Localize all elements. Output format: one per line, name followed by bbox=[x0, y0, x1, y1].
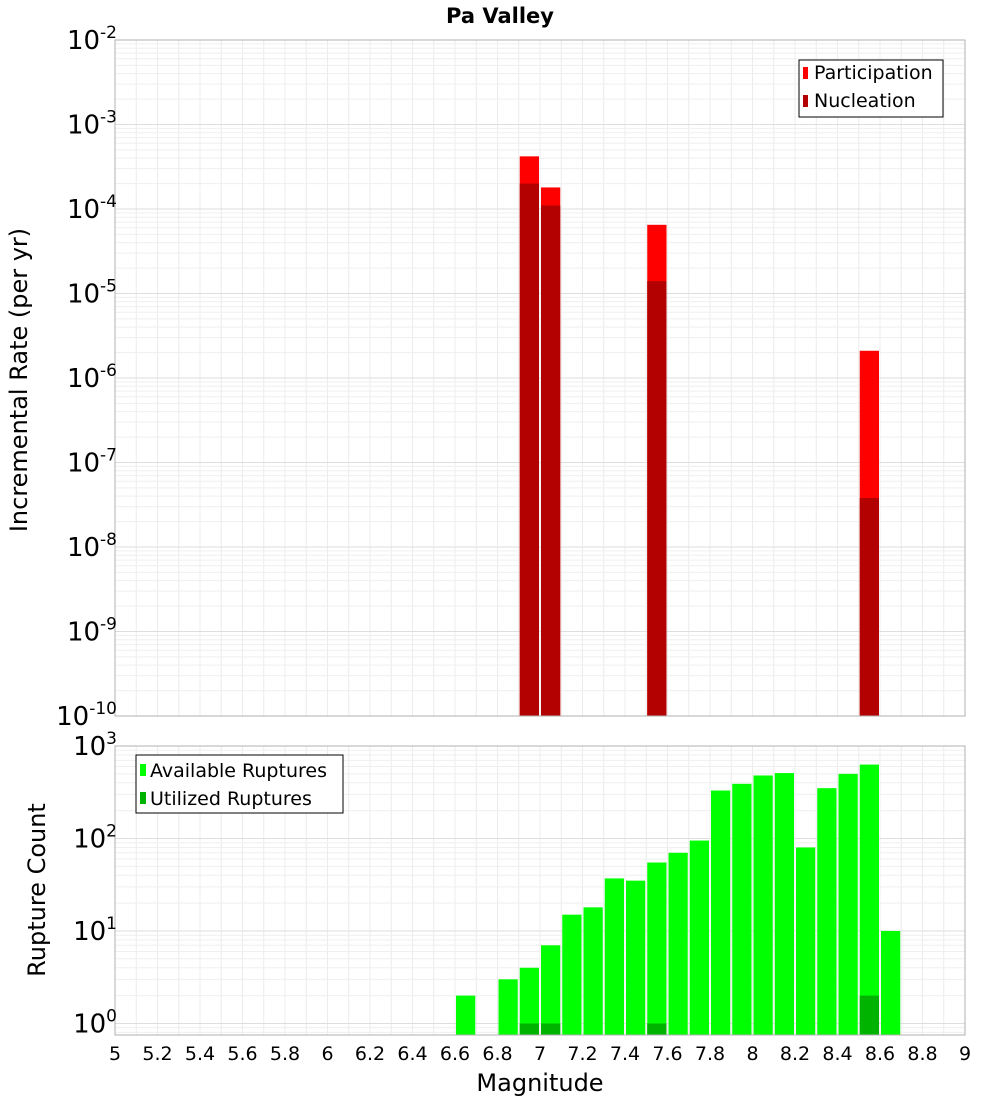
available-ruptures-bar bbox=[604, 878, 624, 1035]
nucleation-bar bbox=[541, 205, 561, 716]
available-ruptures-bar bbox=[881, 930, 901, 1035]
utilized-ruptures-bar bbox=[519, 1023, 539, 1035]
bottom-plot-border bbox=[114, 745, 966, 1036]
available-ruptures-bar bbox=[562, 914, 582, 1035]
x-tick-label: 8 bbox=[746, 1043, 758, 1065]
top-legend-box bbox=[798, 59, 944, 118]
bottom-y-tick-labels: 100 101 102 103 bbox=[73, 729, 117, 1039]
y-tick-label: 10-2 bbox=[67, 23, 117, 56]
legend-swatch-nucleation bbox=[803, 95, 808, 107]
x-tick-label: 6 bbox=[321, 1043, 333, 1065]
x-tick-label: 7 bbox=[534, 1043, 546, 1065]
top-panel: 10-10 10-9 10-8 10-7 10-6 10-5 10-4 10-3 10-2 In… bbox=[5, 23, 966, 732]
legend-label-nucleation: Nucleation bbox=[814, 90, 916, 112]
bottom-panel: 100 101 102 103 5 5.2 5.4 5.6 5.8 6 6.2 6.4 6.6 6.8 7… bbox=[23, 729, 971, 1097]
legend-label-participation: Participation bbox=[814, 62, 933, 84]
x-tick-label: 8.2 bbox=[780, 1043, 810, 1065]
available-ruptures-bar bbox=[626, 880, 646, 1035]
y-tick-label: 10-4 bbox=[67, 192, 117, 225]
y-tick-label: 10-5 bbox=[67, 277, 117, 310]
x-tick-label: 9 bbox=[959, 1043, 971, 1065]
top-y-tick-labels: 10-10 10-9 10-8 10-7 10-6 10-5 10-4 10-3 10-2 bbox=[56, 23, 117, 732]
x-tick-label: 5 bbox=[109, 1043, 121, 1065]
x-tick-label: 7.4 bbox=[610, 1043, 640, 1065]
utilized-ruptures-bar bbox=[647, 1023, 667, 1035]
y-tick-label: 10-6 bbox=[67, 361, 117, 394]
top-grid bbox=[114, 40, 966, 717]
available-ruptures-bar bbox=[456, 995, 476, 1035]
utilized-ruptures-bar bbox=[541, 1023, 561, 1035]
available-ruptures-bar bbox=[774, 773, 794, 1035]
available-ruptures-bar bbox=[541, 945, 561, 1035]
available-ruptures-bar bbox=[711, 790, 731, 1035]
x-tick-label: 7.2 bbox=[567, 1043, 597, 1065]
x-tick-label: 8.8 bbox=[907, 1043, 937, 1065]
x-tick-label: 5.2 bbox=[142, 1043, 172, 1065]
x-tick-label: 6.6 bbox=[440, 1043, 470, 1065]
nucleation-bar bbox=[519, 183, 539, 716]
available-ruptures-bar bbox=[817, 788, 837, 1035]
available-ruptures-bar bbox=[668, 852, 688, 1035]
utilized-ruptures-bar bbox=[859, 995, 879, 1035]
nucleation-bar bbox=[647, 281, 667, 716]
top-legend: Participation Nucleation bbox=[798, 59, 944, 118]
y-tick-label: 10-10 bbox=[56, 699, 117, 732]
available-ruptures-bar bbox=[838, 773, 858, 1035]
bottom-legend-box bbox=[135, 754, 344, 814]
available-ruptures-bar bbox=[796, 847, 816, 1035]
y-tick-label: 100 bbox=[73, 1006, 117, 1039]
bottom-bars bbox=[456, 764, 901, 1035]
legend-swatch-available-ruptures bbox=[140, 764, 146, 776]
x-tick-label: 8.4 bbox=[822, 1043, 852, 1065]
x-axis-label: Magnitude bbox=[476, 1069, 603, 1097]
y-tick-label: 101 bbox=[73, 914, 117, 947]
bottom-legend: Available Ruptures Utilized Ruptures bbox=[135, 754, 344, 814]
x-tick-label: 7.6 bbox=[652, 1043, 682, 1065]
available-ruptures-bar bbox=[498, 979, 518, 1035]
bottom-y-axis-label: Rupture Count bbox=[23, 803, 51, 977]
available-ruptures-bar bbox=[519, 967, 539, 1035]
y-tick-label: 10-3 bbox=[67, 108, 117, 141]
x-tick-label: 5.8 bbox=[270, 1043, 300, 1065]
x-tick-label: 6.8 bbox=[482, 1043, 512, 1065]
chart-title: Pa Valley bbox=[446, 4, 554, 28]
x-tick-label: 6.2 bbox=[355, 1043, 385, 1065]
legend-swatch-participation bbox=[803, 67, 808, 79]
x-tick-label: 8.6 bbox=[865, 1043, 895, 1065]
nucleation-bar bbox=[859, 498, 879, 716]
y-tick-label: 10-8 bbox=[67, 530, 117, 563]
available-ruptures-bar bbox=[732, 783, 752, 1035]
available-ruptures-bar bbox=[859, 764, 879, 1035]
top-y-axis-label: Incremental Rate (per yr) bbox=[5, 228, 33, 532]
x-tick-labels: 5 5.2 5.4 5.6 5.8 6 6.2 6.4 6.6 6.8 7 7.2 7.4 7.6 7.8 8… bbox=[109, 1043, 971, 1065]
y-tick-label: 10-9 bbox=[67, 615, 117, 648]
x-tick-label: 6.4 bbox=[397, 1043, 427, 1065]
legend-label-available-ruptures: Available Ruptures bbox=[150, 760, 327, 782]
x-tick-label: 5.6 bbox=[227, 1043, 257, 1065]
available-ruptures-bar bbox=[753, 775, 773, 1035]
y-tick-label: 10-7 bbox=[67, 446, 117, 479]
x-tick-label: 5.4 bbox=[185, 1043, 215, 1065]
legend-swatch-utilized-ruptures bbox=[140, 792, 146, 804]
top-plot-border bbox=[114, 39, 966, 717]
legend-label-utilized-ruptures: Utilized Ruptures bbox=[150, 788, 312, 810]
top-bars bbox=[519, 156, 879, 717]
available-ruptures-bar bbox=[647, 862, 667, 1035]
x-tick-label: 7.8 bbox=[695, 1043, 725, 1065]
available-ruptures-bar bbox=[689, 840, 709, 1035]
available-ruptures-bar bbox=[583, 907, 603, 1035]
y-tick-label: 102 bbox=[73, 821, 117, 854]
y-tick-label: 103 bbox=[73, 729, 117, 762]
